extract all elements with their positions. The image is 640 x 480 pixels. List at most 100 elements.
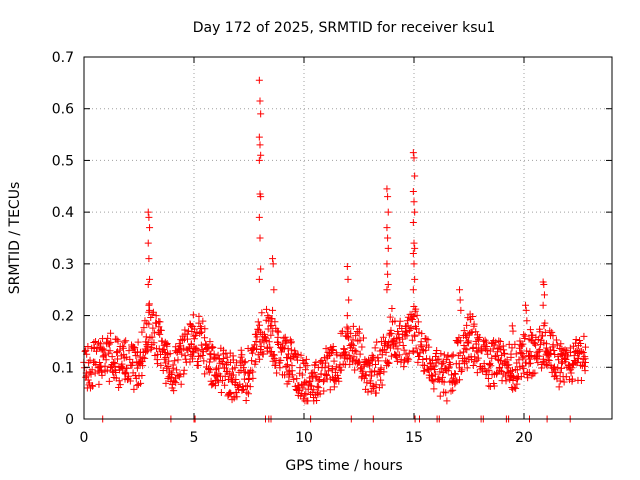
axis-ticks: 0 5 10 15 20 0 0.1 0.2 0.3 0.4 0.5 0.6 0.7 [52,50,612,446]
data-point [526,348,534,356]
data-point [239,364,247,372]
data-point [111,360,119,368]
data-point [579,349,587,357]
data-point [105,340,113,348]
data-point [148,344,156,352]
data-point [164,362,172,370]
data-point [429,356,437,364]
data-point [558,364,566,372]
data-point [99,345,107,353]
data-point [256,141,264,149]
y-tick-label: 0.2 [52,309,74,325]
y-tick-label: 0.5 [52,153,74,169]
data-point [270,351,278,359]
data-point [520,331,528,339]
data-point [577,377,585,385]
data-point [249,368,257,376]
data-point [223,353,231,361]
data-point [574,354,582,362]
data-point [156,318,164,326]
data-point [231,364,239,372]
data-point [383,286,391,294]
data-point [146,224,154,232]
data-point [410,312,418,320]
data-point [201,325,209,333]
data-point [174,356,182,364]
data-point [409,316,417,324]
data-point [469,313,477,321]
data-point [539,301,547,309]
data-point [281,371,289,379]
data-point [302,366,310,374]
data-point [253,333,261,341]
data-point [510,384,518,392]
data-point [141,354,149,362]
data-point [582,343,590,351]
data-point [271,318,279,326]
data-point [194,362,202,370]
data-point [192,331,200,339]
data-point [398,325,406,333]
data-point [368,372,376,380]
data-point [509,327,517,335]
x-tick-label: 10 [295,430,313,446]
data-point [226,388,234,396]
data-point [263,305,271,313]
data-point [495,337,503,345]
data-point [301,391,309,399]
data-point [433,356,441,364]
data-point [224,375,232,383]
data-point [536,341,544,349]
data-point [255,275,263,283]
data-point [402,328,410,336]
data-point [310,368,318,376]
data-point [355,358,363,366]
data-point [134,338,142,346]
data-point [402,350,410,358]
data-point [501,349,509,357]
data-point [328,345,336,353]
data-point [432,359,440,367]
data-point [349,342,357,350]
data-point [220,355,228,363]
data-point [144,239,152,247]
data-point [101,351,109,359]
data-point [536,346,544,354]
data-point [374,357,382,365]
data-point [180,344,188,352]
data-point [516,337,524,345]
data-point [541,319,549,327]
data-point [384,270,392,278]
data-point [524,374,532,382]
data-point [145,301,153,309]
data-point [232,376,240,384]
data-point [384,244,392,252]
data-point [201,370,209,378]
data-point [513,380,521,388]
data-point [425,343,433,351]
data-point [562,373,570,381]
data-point [273,327,281,335]
data-point [430,366,438,374]
data-point [384,360,392,368]
data-point [294,350,302,358]
data-point [281,333,289,341]
y-tick-label: 0 [65,412,74,428]
data-point [451,369,459,377]
data-point [276,364,284,372]
data-point [150,329,158,337]
data-point [195,312,203,320]
data-point [252,337,260,345]
data-point [130,385,138,393]
data-point [525,360,533,368]
data-point [158,337,166,345]
data-point [486,383,494,391]
data-point [556,377,564,385]
data-point [122,337,130,345]
data-point [123,364,131,372]
data-point [580,332,588,340]
data-point [89,382,97,390]
data-point [206,338,214,346]
data-point [568,375,576,383]
data-point [138,372,146,380]
